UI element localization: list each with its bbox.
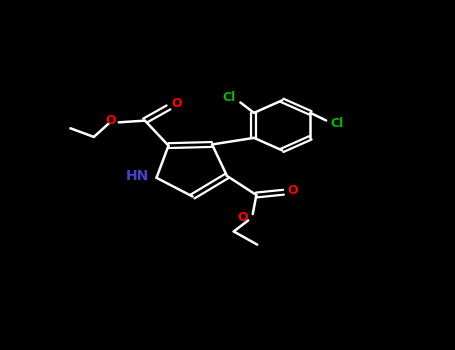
Text: O: O [105, 114, 116, 127]
Text: HN: HN [126, 169, 149, 183]
Text: Cl: Cl [222, 91, 236, 104]
Text: O: O [287, 184, 298, 197]
Text: O: O [172, 97, 182, 110]
Text: O: O [238, 211, 248, 224]
Text: Cl: Cl [331, 118, 344, 131]
